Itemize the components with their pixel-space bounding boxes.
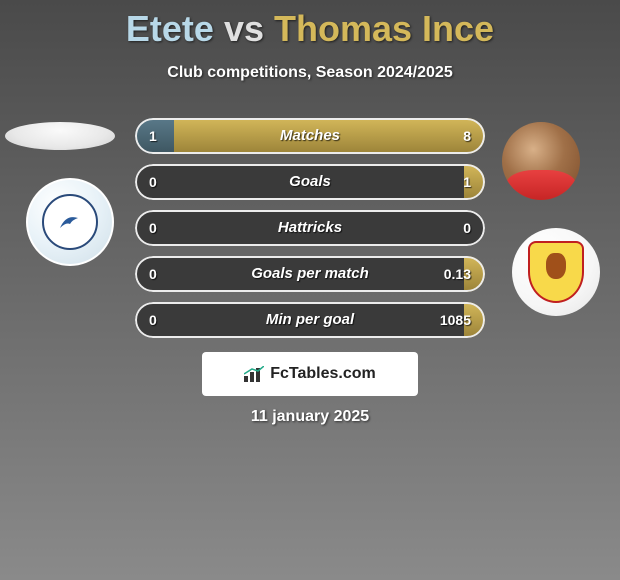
stat-label: Goals per match [135,256,485,292]
date: 11 january 2025 [0,408,620,426]
stat-row: 0Hattricks0 [135,210,485,246]
stat-value-right: 0 [463,210,471,246]
stat-value-right: 0.13 [444,256,471,292]
subtitle: Club competitions, Season 2024/2025 [0,64,620,82]
vs-text: vs [224,8,264,49]
stat-value-right: 1 [463,164,471,200]
player2-name: Thomas Ince [274,8,494,49]
stat-value-right: 1085 [440,302,471,338]
stat-label: Hattricks [135,210,485,246]
stat-value-right: 8 [463,118,471,154]
stat-row: 1Matches8 [135,118,485,154]
brand-text: FcTables.com [270,365,376,383]
stat-label: Goals [135,164,485,200]
stats-area: 1Matches80Goals10Hattricks00Goals per ma… [0,118,620,348]
stat-row: 0Goals1 [135,164,485,200]
comparison-title: Etete vs Thomas Ince [0,0,620,50]
stat-row: 0Min per goal1085 [135,302,485,338]
bar-chart-icon [244,366,264,382]
stat-label: Min per goal [135,302,485,338]
stat-row: 0Goals per match0.13 [135,256,485,292]
brand-box: FcTables.com [202,352,418,396]
stat-label: Matches [135,118,485,154]
player1-name: Etete [126,8,214,49]
